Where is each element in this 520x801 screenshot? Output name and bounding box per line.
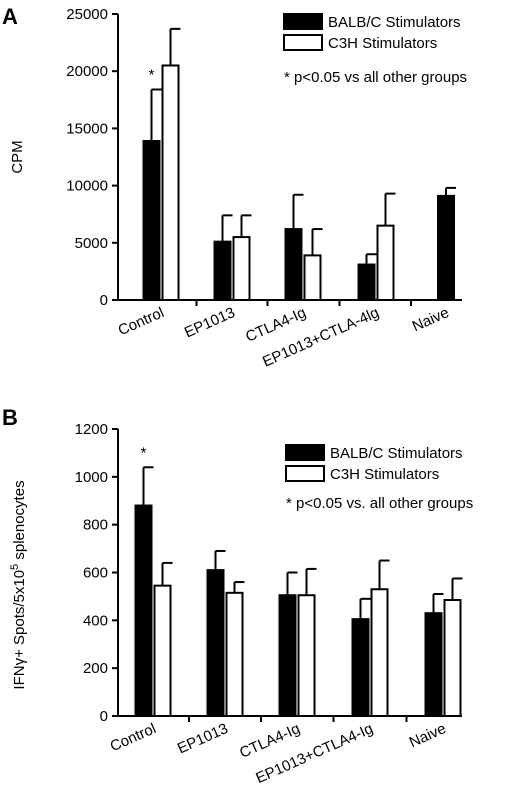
panel-b-y-tick-label: 1000 bbox=[75, 469, 108, 486]
panel-a-y-tick-label: 0 bbox=[100, 292, 108, 309]
panel-b-bar bbox=[424, 612, 443, 717]
panel-b-bar bbox=[297, 594, 316, 717]
panel-b-category-label: EP1013 bbox=[175, 720, 231, 757]
panel-b-legend-label: C3H Stimulators bbox=[330, 466, 439, 483]
panel-b-y-tick-label: 800 bbox=[83, 517, 108, 534]
panel-a-bar bbox=[284, 228, 303, 302]
panel-a-y-tick-label: 15000 bbox=[66, 120, 108, 137]
panel-b-y-axis-label: IFNγ+ Spots/5x105 splenocytes bbox=[9, 480, 28, 689]
panel-a-y-tick-label: 5000 bbox=[75, 235, 108, 252]
panel-a-bar bbox=[142, 139, 161, 301]
panel-b-legend: BALB/C Stimulators C3H Stimulators bbox=[285, 444, 463, 483]
ylabel-part: splenocytes bbox=[11, 480, 28, 563]
panel-b-bar bbox=[351, 618, 370, 718]
panel-a-bar bbox=[376, 224, 395, 301]
panel-b-legend-swatch bbox=[285, 444, 325, 461]
panel-b-letter: B bbox=[2, 405, 18, 430]
panel-b-bars: * bbox=[134, 444, 463, 718]
panel-b-legend-label: BALB/C Stimulators bbox=[330, 445, 463, 462]
panel-a-legend-swatch bbox=[283, 34, 323, 51]
panel-b-significance-asterisk: * bbox=[141, 444, 147, 461]
panel-a-y-axis-label: CPM bbox=[9, 140, 26, 173]
panel-b-bar bbox=[370, 588, 389, 717]
panel-a-letter: A bbox=[2, 4, 18, 29]
panel-a-significance-asterisk: * bbox=[149, 67, 155, 84]
panel-a-bar bbox=[232, 236, 251, 301]
panel-a-significance-note: * p<0.05 vs all other groups bbox=[284, 69, 467, 86]
panel-b-bar bbox=[443, 599, 462, 717]
panel-a-bar bbox=[213, 240, 232, 302]
panel-a-bar bbox=[161, 64, 180, 302]
panel-a-bar bbox=[357, 263, 376, 302]
panel-a-bar bbox=[437, 194, 455, 301]
panel-b-bar bbox=[134, 504, 153, 717]
panel-a-category-label: EP1013 bbox=[182, 304, 238, 341]
panel-a-bars: * bbox=[142, 27, 456, 302]
panel-a: A CPM 0 5000 10000 15000 20000 25000 Control EP… bbox=[2, 4, 467, 371]
panel-a-legend-swatch bbox=[283, 13, 323, 30]
panel-a-y-tick-label: 20000 bbox=[66, 63, 108, 80]
panel-b-significance-note: * p<0.05 vs. all other groups bbox=[286, 495, 473, 512]
panel-a-category-label: Control bbox=[116, 304, 167, 339]
ylabel-part: IFNγ+ Spots/5x10 bbox=[11, 570, 28, 690]
panel-b-category-label: Control bbox=[108, 720, 159, 755]
panel-b-category-label: Naive bbox=[407, 720, 449, 751]
panel-b-y-tick-label: 1200 bbox=[75, 421, 108, 438]
panel-a-legend-label: C3H Stimulators bbox=[328, 35, 437, 52]
panel-b-y-axis-label-text: IFNγ+ Spots/5x105 splenocytes bbox=[9, 480, 28, 689]
panel-a-bar bbox=[303, 254, 322, 302]
panel-b-bar bbox=[153, 584, 172, 718]
panel-b-y-tick-label: 600 bbox=[83, 565, 108, 582]
panel-b: B IFNγ+ Spots/5x105 splenocytes 0 200 400 6… bbox=[2, 405, 473, 787]
panel-a-category-label: Naive bbox=[410, 304, 452, 335]
panel-a-legend-label: BALB/C Stimulators bbox=[328, 14, 461, 31]
panel-b-bar bbox=[206, 569, 225, 717]
panel-b-legend-swatch bbox=[285, 465, 325, 482]
panel-a-legend: BALB/C Stimulators C3H Stimulators bbox=[283, 13, 461, 52]
panel-b-bar bbox=[278, 594, 297, 717]
panel-b-y-tick-label: 0 bbox=[100, 708, 108, 725]
ylabel-superscript: 5 bbox=[9, 564, 21, 570]
panel-b-bar bbox=[225, 591, 244, 717]
panel-b-y-tick-label: 400 bbox=[83, 612, 108, 629]
panel-b-y-tick-label: 200 bbox=[83, 660, 108, 677]
panel-a-y-tick-label: 10000 bbox=[66, 178, 108, 195]
panel-a-y-tick-label: 25000 bbox=[66, 6, 108, 23]
